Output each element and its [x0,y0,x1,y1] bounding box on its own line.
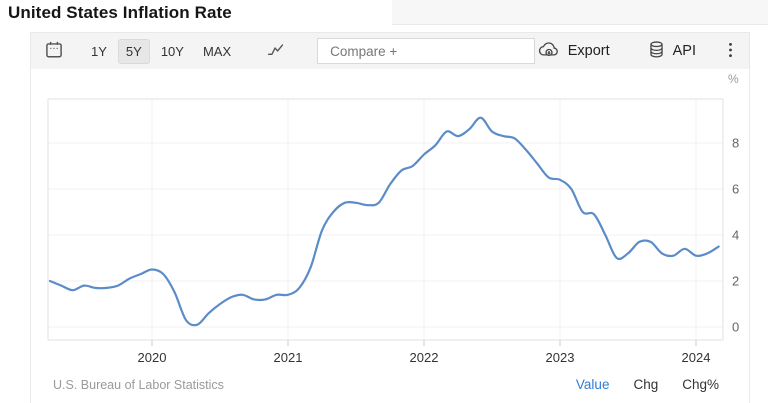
page-title: United States Inflation Rate [8,3,232,22]
tab-value[interactable]: Value [575,377,610,392]
toolbar-right-group: Export API [538,40,735,63]
range-button-max[interactable]: MAX [195,39,239,64]
export-button[interactable]: Export [538,41,610,62]
chart-area[interactable]: 2020 2021 2022 2023 2024 0 2 4 6 8% [31,69,749,369]
range-button-10y[interactable]: 10Y [153,39,192,64]
calendar-button[interactable] [45,41,63,62]
svg-text:%: % [728,72,739,86]
export-cloud-icon [538,41,560,62]
source-attribution: U.S. Bureau of Labor Statistics [53,378,224,392]
chart-type-button[interactable] [266,41,285,61]
line-chart-icon [266,41,285,61]
svg-text:2020: 2020 [138,350,167,365]
api-button[interactable]: API [648,40,696,62]
svg-text:2024: 2024 [682,350,711,365]
svg-text:6: 6 [732,182,739,197]
svg-text:2: 2 [732,274,739,289]
tab-chgpct[interactable]: Chg% [682,377,719,392]
chart-widget: 1Y 5Y 10Y MAX [30,32,750,403]
chart-toolbar: 1Y 5Y 10Y MAX [31,33,749,69]
svg-text:8: 8 [732,136,739,151]
svg-text:4: 4 [732,228,739,243]
more-options-button[interactable] [726,40,735,63]
svg-text:2023: 2023 [546,350,575,365]
inflation-line-chart[interactable]: 2020 2021 2022 2023 2024 0 2 4 6 8% [31,69,749,369]
tab-chg[interactable]: Chg [633,377,659,392]
compare-input[interactable] [317,38,536,64]
kebab-menu-icon [728,42,733,61]
export-label: Export [567,43,610,59]
database-icon [648,40,665,62]
series-mode-tabs: Value Chg Chg% [576,377,719,392]
svg-text:2022: 2022 [410,350,439,365]
svg-text:0: 0 [732,320,739,335]
page-header-filler [392,0,768,25]
calendar-icon [45,41,63,62]
api-label: API [672,43,696,59]
range-button-1y[interactable]: 1Y [83,39,115,64]
svg-text:2021: 2021 [274,350,303,365]
range-button-5y[interactable]: 5Y [117,38,150,64]
chart-footer: U.S. Bureau of Labor Statistics Value Ch… [31,369,749,392]
